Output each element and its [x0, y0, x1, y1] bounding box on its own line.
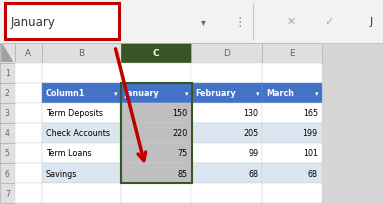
- Text: Check Accounts: Check Accounts: [46, 129, 110, 138]
- Bar: [0, 123, 15, 143]
- Bar: [42, 143, 121, 163]
- Text: A: A: [25, 49, 31, 58]
- Bar: [42, 44, 121, 63]
- Text: 99: 99: [248, 149, 259, 158]
- Bar: [121, 83, 192, 103]
- Text: 85: 85: [178, 169, 188, 178]
- Text: January: January: [124, 89, 159, 98]
- Bar: [154, 182, 158, 184]
- Text: J: J: [370, 17, 373, 27]
- Bar: [121, 123, 192, 143]
- Text: 68: 68: [249, 169, 259, 178]
- Bar: [5, 4, 119, 40]
- Text: B: B: [79, 49, 84, 58]
- Bar: [0, 83, 15, 103]
- Bar: [121, 83, 192, 183]
- Bar: [192, 63, 262, 83]
- Text: ▾: ▾: [255, 90, 259, 96]
- Bar: [42, 63, 121, 83]
- Text: February: February: [195, 89, 236, 98]
- Bar: [192, 183, 262, 203]
- Bar: [262, 143, 322, 163]
- Bar: [15, 123, 42, 143]
- Bar: [15, 183, 42, 203]
- Text: 199: 199: [303, 129, 318, 138]
- Text: 220: 220: [172, 129, 188, 138]
- Text: 130: 130: [244, 109, 259, 118]
- Bar: [15, 103, 42, 123]
- Bar: [192, 143, 262, 163]
- Bar: [15, 143, 42, 163]
- Text: Savings: Savings: [46, 169, 77, 178]
- Text: 165: 165: [303, 109, 318, 118]
- Bar: [121, 143, 192, 163]
- Bar: [121, 103, 192, 123]
- Bar: [42, 183, 121, 203]
- Text: 7: 7: [5, 189, 10, 198]
- Bar: [42, 103, 121, 123]
- Bar: [262, 63, 322, 83]
- Bar: [262, 183, 322, 203]
- Text: ⋮: ⋮: [233, 16, 246, 28]
- Text: Term Loans: Term Loans: [46, 149, 92, 158]
- Text: 75: 75: [177, 149, 188, 158]
- Bar: [42, 123, 121, 143]
- Text: 205: 205: [243, 129, 259, 138]
- Polygon shape: [2, 45, 12, 62]
- Text: ▾: ▾: [114, 90, 118, 96]
- Text: Term Deposits: Term Deposits: [46, 109, 103, 118]
- Bar: [262, 103, 322, 123]
- Text: ✓: ✓: [325, 17, 334, 27]
- Text: 5: 5: [5, 149, 10, 158]
- Bar: [262, 44, 322, 63]
- Text: ▾: ▾: [315, 90, 319, 96]
- Bar: [15, 83, 42, 103]
- Text: 6: 6: [5, 169, 10, 178]
- Bar: [192, 83, 262, 103]
- Bar: [42, 83, 121, 103]
- Bar: [262, 163, 322, 183]
- Bar: [0, 183, 15, 203]
- Bar: [121, 63, 192, 83]
- Text: Column1: Column1: [46, 89, 85, 98]
- Text: January: January: [10, 16, 55, 28]
- Text: 3: 3: [5, 109, 10, 118]
- Text: March: March: [266, 89, 294, 98]
- Text: ▾: ▾: [185, 90, 188, 96]
- Bar: [15, 163, 42, 183]
- Bar: [15, 63, 42, 83]
- Bar: [192, 44, 262, 63]
- Text: 2: 2: [5, 89, 10, 98]
- Bar: [121, 183, 192, 203]
- Bar: [262, 123, 322, 143]
- Bar: [0, 63, 15, 83]
- Bar: [192, 163, 262, 183]
- Bar: [0, 0, 383, 44]
- Bar: [0, 163, 15, 183]
- Text: 4: 4: [5, 129, 10, 138]
- Text: ▾: ▾: [201, 17, 205, 27]
- Bar: [121, 163, 192, 183]
- Bar: [0, 143, 15, 163]
- Bar: [121, 44, 192, 63]
- Text: 150: 150: [173, 109, 188, 118]
- Bar: [0, 44, 15, 63]
- Text: ✕: ✕: [286, 17, 296, 27]
- Bar: [192, 103, 262, 123]
- Bar: [15, 44, 42, 63]
- Text: E: E: [289, 49, 295, 58]
- Text: 1: 1: [5, 69, 10, 78]
- Bar: [42, 163, 121, 183]
- Text: C: C: [153, 49, 159, 58]
- Bar: [192, 123, 262, 143]
- Text: 101: 101: [303, 149, 318, 158]
- Bar: [262, 83, 322, 103]
- Text: 68: 68: [308, 169, 318, 178]
- Text: D: D: [224, 49, 230, 58]
- Bar: [0, 103, 15, 123]
